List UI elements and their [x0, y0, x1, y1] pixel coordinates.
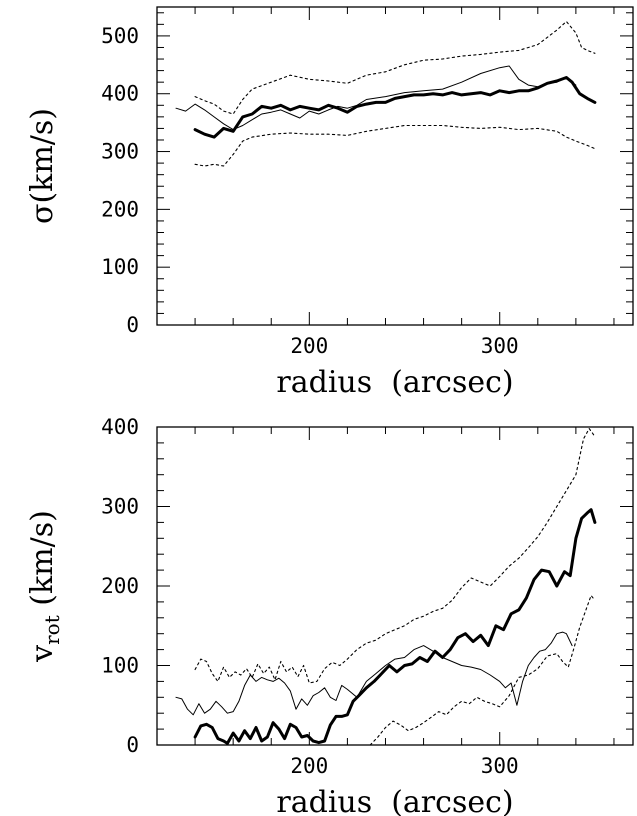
sigma-plot-frame — [156, 6, 634, 326]
series-line-thick-0 — [193, 76, 597, 139]
sigma-x-tick-labels: 200 300 — [290, 334, 518, 358]
vrot-y-tick-labels: 0 100 200 300 400 — [101, 415, 139, 757]
vrot-y-axis-label: vrot (km/s) — [25, 510, 64, 663]
vrot-plot-frame — [156, 426, 634, 746]
y-tick-label: 400 — [101, 82, 139, 106]
x-tick-label: 300 — [481, 334, 519, 358]
sigma-y-tick-labels: 0 100 200 300 400 500 — [101, 24, 139, 337]
x-tick-label: 200 — [290, 334, 328, 358]
x-tick-label: 200 — [290, 754, 328, 778]
series-line-thin-1 — [175, 631, 573, 716]
series-line-dotted-2 — [194, 20, 596, 115]
vrot-panel: 0 100 200 300 400 200 300 radius (arcsec) vro… — [25, 415, 634, 816]
y-tick-label: 100 — [101, 654, 139, 678]
vrot-tick-marks — [157, 426, 633, 746]
sigma-y-axis-label: σ(km/s) — [25, 108, 60, 224]
y-tick-label: 200 — [101, 197, 139, 221]
sigma-x-axis-label: radius (arcsec) — [276, 365, 513, 400]
sigma-series-group — [175, 20, 597, 167]
series-line-thick-0 — [193, 508, 597, 745]
series-line-dotted-3 — [194, 124, 596, 167]
y-tick-label: 500 — [101, 24, 139, 48]
y-tick-label: 300 — [101, 495, 139, 519]
vrot-x-axis-label: radius (arcsec) — [276, 785, 513, 816]
x-tick-label: 300 — [481, 754, 519, 778]
y-tick-label: 200 — [101, 574, 139, 598]
series-line-dotted-3 — [369, 594, 596, 746]
y-tick-label: 100 — [101, 255, 139, 279]
y-tick-label: 0 — [126, 313, 139, 337]
vrot-series-group — [175, 428, 597, 746]
sigma-tick-marks — [157, 7, 633, 326]
y-tick-label: 0 — [126, 733, 139, 757]
y-tick-label: 300 — [101, 140, 139, 164]
y-tick-label: 400 — [101, 415, 139, 439]
vrot-x-tick-labels: 200 300 — [290, 754, 518, 778]
series-line-dotted-2 — [194, 428, 596, 684]
series-line-thin-1 — [175, 65, 577, 131]
